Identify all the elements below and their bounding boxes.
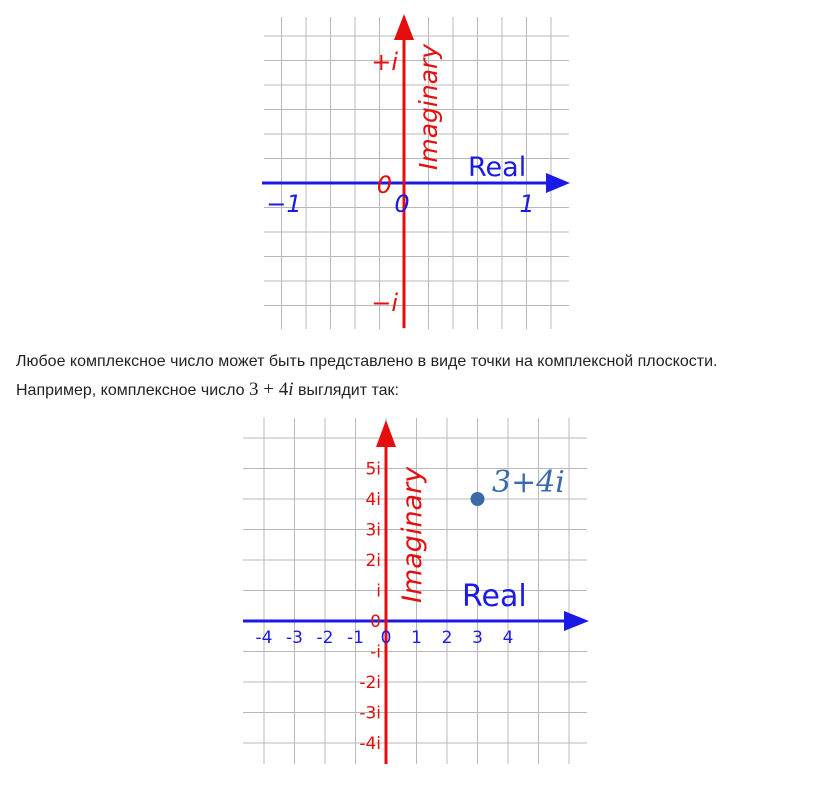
real-tick-label: -4 — [256, 628, 273, 648]
imag-tick-label: 5i — [365, 460, 381, 480]
real-tick-label: -2 — [317, 628, 334, 648]
grid-bottom — [243, 418, 587, 764]
real-tick-label: -1 — [347, 628, 364, 648]
imag-tick-label: -2i — [359, 673, 381, 693]
imag-axis-label-top: Imaginary — [414, 43, 443, 170]
imag-tick-label: 2i — [365, 551, 381, 571]
imag-tick-label: -4i — [359, 734, 381, 754]
imag-tick-labels-bottom: 5i 4i 3i 2i i 0 -i -2i -3i -4i — [359, 460, 381, 755]
real-axis-arrow-top — [546, 173, 570, 193]
imag-tick-label-top: −i — [371, 289, 398, 317]
paragraph-text: выглядит так: — [293, 382, 399, 399]
imag-tick-label: 3i — [365, 521, 381, 541]
imag-axis-arrow-bottom — [376, 420, 396, 447]
data-point-3-4i — [470, 492, 485, 506]
imag-tick-label: -3i — [359, 704, 381, 724]
imag-tick-label: -i — [370, 643, 381, 663]
formula-operator: + — [258, 379, 279, 400]
imag-tick-label: 4i — [365, 490, 381, 510]
real-tick-label: 3 — [472, 628, 483, 648]
formula-imaginary-unit: i — [288, 379, 294, 400]
complex-plane-diagram-top: Real Imaginary −1 0 1 +i 0 −i — [262, 14, 570, 329]
real-tick-labels-bottom: -4 -3 -2 -1 0 1 2 3 4 — [256, 628, 514, 648]
real-tick-label-top: −1 — [266, 190, 301, 218]
real-axis-label-top: Real — [468, 152, 526, 183]
real-tick-label: 1 — [411, 628, 422, 648]
formula-part: 3 — [249, 379, 259, 400]
imag-tick-label-top: +i — [371, 48, 398, 76]
point-label: 3+4i — [492, 465, 565, 500]
imag-axis-arrow-top — [394, 14, 414, 40]
real-tick-label-top: 0 — [394, 190, 409, 218]
real-tick-label: 0 — [381, 628, 392, 648]
paragraph-text: Например, комплексное число — [16, 382, 250, 399]
real-tick-label: 4 — [503, 628, 514, 648]
real-tick-label-top: 1 — [519, 190, 534, 218]
formula-part: 4 — [278, 379, 289, 400]
real-tick-label: 2 — [442, 628, 453, 648]
imag-tick-label: 0 — [370, 612, 381, 632]
real-axis-label-bottom: Real — [462, 579, 527, 614]
imag-axis-label-bottom: Imaginary — [397, 466, 428, 603]
imag-tick-label-top: 0 — [377, 171, 392, 199]
paragraph-line-2: Например, комплексное число 3 + 4i выгля… — [16, 376, 806, 405]
real-tick-label: -3 — [286, 628, 303, 648]
explanation-paragraph: Любое комплексное число может быть предс… — [16, 348, 806, 405]
inline-formula: 3 + 4i — [249, 379, 294, 400]
complex-plane-diagram-bottom: Real Imaginary -4 -3 -2 -1 0 1 2 3 4 5i4i3i2ii0-… — [243, 418, 589, 764]
paragraph-line-1: Любое комплексное число может быть предс… — [16, 353, 718, 370]
imag-tick-label: i — [376, 582, 381, 602]
real-axis-arrow-bottom — [564, 611, 589, 631]
